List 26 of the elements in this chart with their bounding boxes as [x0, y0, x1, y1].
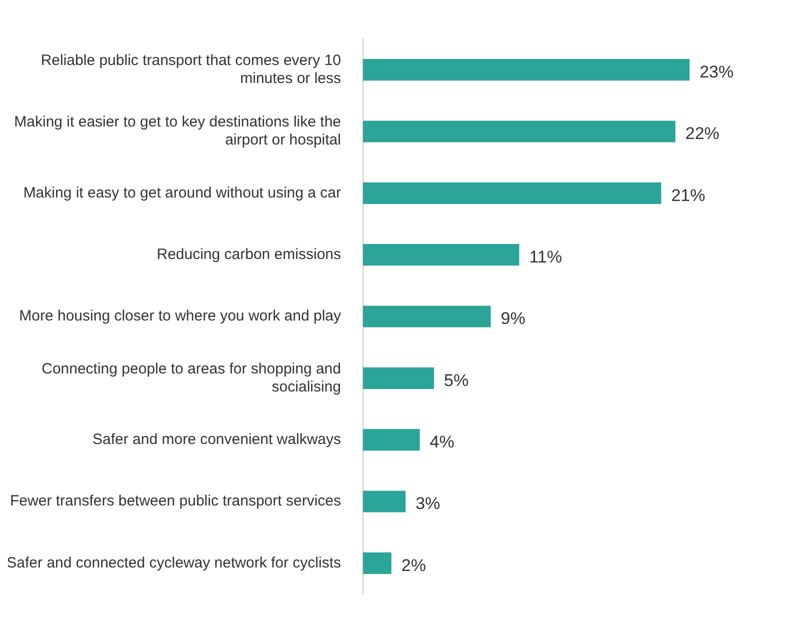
bar	[363, 367, 434, 389]
bar	[363, 244, 520, 266]
data-label: 5%	[444, 370, 469, 390]
y-tick-label: Making it easy to get around without using a car	[23, 184, 341, 202]
bar	[363, 59, 690, 81]
y-tick-label: More housing closer to where you work and play	[19, 308, 342, 325]
y-tick-label: Safer and more convenient walkways	[92, 430, 341, 448]
data-label: 23%	[700, 62, 734, 82]
data-label: 11%	[529, 248, 562, 267]
data-label: 9%	[500, 309, 526, 328]
bar	[363, 429, 420, 451]
data-label: 4%	[430, 432, 454, 452]
y-tick-label: Reducing carbon emissions	[156, 246, 341, 263]
y-tick-label: Fewer transfers between public transport services	[10, 492, 341, 510]
y-tick-label: Making it easier to get to key destinations like the airport or hospital	[14, 114, 341, 149]
data-label: 3%	[416, 494, 440, 514]
bar	[363, 182, 662, 204]
y-tick-label: Connecting people to areas for shopping and socialising	[42, 360, 341, 396]
data-label: 2%	[401, 556, 426, 575]
y-tick-label: Reliable public transport that comes every 10 minutes or less	[40, 52, 341, 87]
bar	[363, 120, 676, 142]
data-label: 22%	[685, 124, 720, 144]
bar	[363, 552, 392, 574]
bar	[363, 490, 406, 512]
data-label: 21%	[671, 186, 706, 205]
bar	[363, 306, 491, 328]
